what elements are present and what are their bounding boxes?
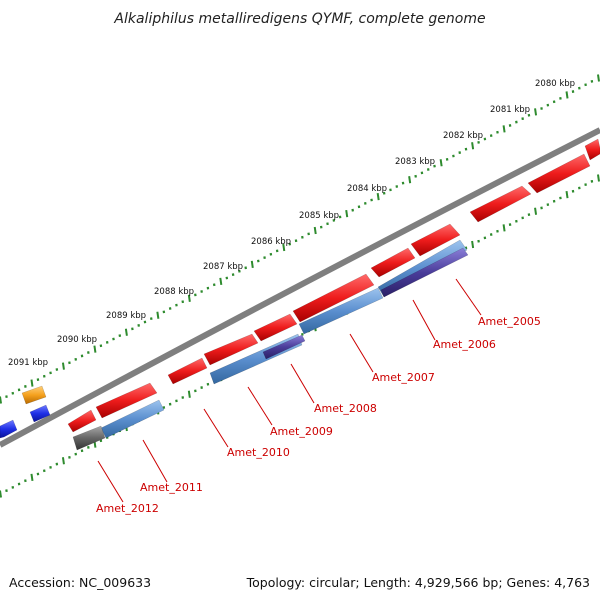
reverse-cds-arrow-dark[interactable] [262,334,306,360]
scale-label: 2080 kbp [535,79,575,89]
outer-tick [250,260,254,269]
outer-tick [408,176,412,184]
outer-tick [30,379,34,387]
inner-tick [471,240,475,249]
scale-label: 2083 kbp [395,157,435,167]
label-leader-line [247,386,273,426]
reverse-cds-arrow[interactable] [298,287,384,335]
label-leader-line [97,460,124,503]
gene-label[interactable]: Amet_2011 [140,481,203,494]
gene-label[interactable]: Amet_2006 [433,338,496,351]
gene-label[interactable]: Amet_2012 [96,502,159,515]
inner-tick [534,207,538,215]
scale-label: 2085 kbp [299,211,339,221]
forward-cds-arrow[interactable] [410,223,461,257]
outer-tick [0,396,2,404]
outer-tick [282,243,286,252]
topology-text: Topology: circular; Length: 4,929,566 bp… [246,575,590,590]
gene-label[interactable]: Amet_2009 [270,425,333,438]
scale-label: 2087 kbp [203,262,243,272]
inner-tick [565,190,569,199]
inner-tick [61,457,65,465]
outer-tick [597,74,600,82]
gene-label[interactable]: Amet_2007 [372,371,435,384]
reverse-cds-arrow-dark[interactable] [380,247,469,298]
scale-label: 2088 kbp [154,287,194,297]
scale-labels: 2080 kbp 2081 kbp 2082 kbp 2083 kbp 2084 kbp… [8,79,575,368]
label-leader-line [412,299,436,341]
outer-tick [471,142,475,150]
reverse-cds-arrow[interactable] [100,399,165,439]
gene-label[interactable]: Amet_2005 [478,315,541,328]
outer-tick [156,311,160,319]
inner-tick [597,174,600,182]
forward-cds-arrow[interactable] [167,357,208,385]
forward-cds-arrow[interactable] [253,313,298,342]
forward-cds-arrow[interactable] [67,409,97,433]
outer-scale-ticks [0,74,600,404]
outer-tick [93,345,97,353]
forward-cds-arrow[interactable] [584,138,600,161]
label-leader-line [349,333,374,373]
label-leader-line [203,408,229,448]
forward-cds-arrow[interactable] [527,153,591,194]
forward-cds-arrow[interactable] [203,333,259,366]
outer-tick [439,159,443,167]
label-leader-lines [97,278,482,503]
scale-label: 2091 kbp [8,358,48,368]
outer-tick [502,125,506,133]
pseudogene-feature[interactable] [72,425,106,451]
genome-backbone [0,127,600,448]
gene-label[interactable]: Amet_2010 [227,446,290,459]
label-leader-line [142,439,168,483]
inner-tick [502,224,506,232]
scale-label: 2089 kbp [106,311,146,321]
accession-text: Accession: NC_009633 [9,575,151,590]
outer-tick [219,277,223,286]
outer-tick [313,226,317,235]
gene-features [0,138,600,451]
forward-cds-arrow[interactable] [292,273,375,323]
outer-tick [345,209,349,218]
scale-label: 2086 kbp [251,237,291,247]
orange-feature[interactable] [21,385,47,405]
blue-feature[interactable] [0,419,18,439]
scale-label: 2081 kbp [490,105,530,115]
forward-cds-arrow[interactable] [370,247,416,278]
label-leader-line [455,278,482,316]
map-title: Alkaliphilus metalliredigens QYMF, compl… [113,11,485,27]
scale-label: 2082 kbp [443,131,483,141]
outer-tick [187,294,191,302]
blue-feature[interactable] [29,404,51,423]
label-leader-line [290,363,315,404]
inner-tick [0,490,2,498]
gene-label[interactable]: Amet_2008 [314,402,377,415]
gene-labels: Amet_2005 Amet_2006 Amet_2007 Amet_2008 Amet… [96,315,541,515]
outer-tick [124,328,128,336]
forward-cds-arrow[interactable] [95,382,158,419]
outer-tick [376,192,380,201]
inner-tick [30,473,34,482]
scale-label: 2084 kbp [347,184,387,194]
forward-cds-arrow[interactable] [469,185,532,223]
outer-tick [565,91,569,99]
outer-tick [61,362,65,370]
scale-label: 2090 kbp [57,335,97,345]
inner-tick [187,390,191,398]
outer-tick [534,108,538,116]
